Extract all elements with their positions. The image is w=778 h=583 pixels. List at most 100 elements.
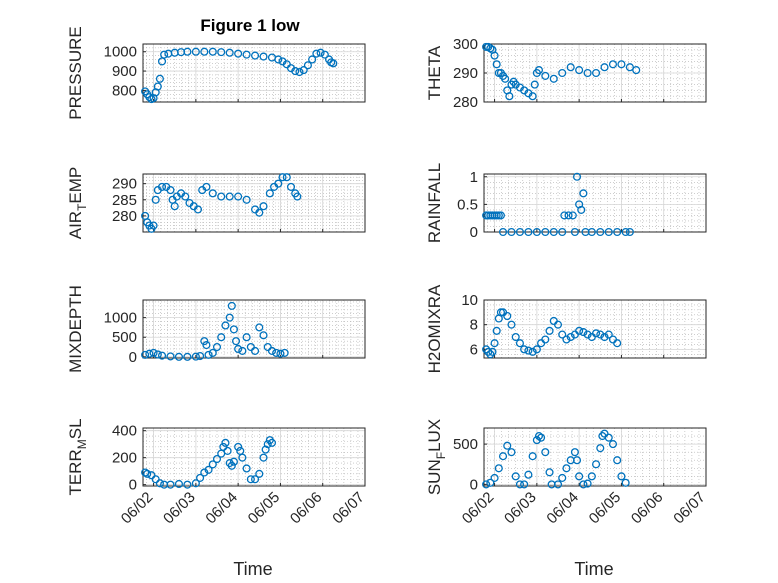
data-point (583, 68, 592, 78)
data-point (572, 456, 582, 465)
data-point (617, 60, 626, 69)
data-point (259, 52, 268, 61)
data-point (507, 448, 516, 457)
data-point (204, 465, 213, 474)
x-tick-label: 06/02 (118, 489, 157, 528)
data-point (492, 326, 501, 335)
data-point (155, 479, 164, 488)
data-point (501, 74, 510, 83)
y-tick-label: 10 (461, 292, 478, 309)
data-point (524, 346, 533, 355)
y-axis-label: TERRMSL (66, 418, 89, 495)
data-point (534, 66, 544, 75)
data-point (600, 63, 609, 72)
data-point (553, 320, 563, 329)
data-point (490, 339, 499, 348)
data-point (242, 195, 251, 204)
data-point (572, 172, 582, 181)
data-point (274, 55, 283, 64)
data-point (212, 454, 222, 464)
y-axis-label: RAINFALL (425, 163, 444, 243)
data-point (166, 480, 175, 489)
x-axis-label: Time (233, 559, 272, 579)
data-point (541, 227, 550, 237)
subplot-h2omixra: 6 8 10 H2OMIXRA (425, 284, 707, 373)
axes-box (483, 299, 707, 359)
data-point (558, 227, 567, 237)
data-point (234, 192, 243, 201)
data-point (208, 47, 217, 56)
data-point (272, 348, 281, 357)
data-point (617, 472, 626, 481)
x-tick-label: 06/07 (670, 489, 709, 528)
data-point (532, 436, 541, 445)
y-tick-label: 400 (112, 423, 137, 440)
data-point (320, 50, 329, 59)
data-point (174, 479, 183, 489)
data-point (225, 313, 234, 322)
data-point (212, 342, 222, 352)
data-point (251, 51, 260, 60)
data-point (278, 173, 287, 182)
y-tick-label: 0 (470, 476, 478, 493)
data-point (596, 227, 605, 237)
data-point (145, 93, 154, 102)
data-point (528, 92, 537, 101)
data-point (621, 478, 630, 487)
subplot-terr-msl: 0 200 400 06/02 06/03 06/04 06/05 06/06 06/07 TER… (66, 418, 368, 579)
data-point (528, 347, 537, 356)
data-point (251, 346, 260, 355)
data-point (583, 330, 592, 339)
data-point (608, 440, 618, 449)
data-point (486, 350, 495, 359)
y-tick-label: 300 (453, 36, 478, 53)
data-point (145, 349, 154, 358)
data-point (160, 50, 169, 59)
data-point (503, 441, 512, 450)
y-tick-label: 0 (129, 349, 137, 366)
data-point (564, 211, 573, 220)
data-point (202, 182, 211, 191)
data-point (170, 202, 179, 211)
data-point (196, 351, 205, 361)
data-point (532, 227, 541, 237)
data-point (575, 66, 584, 75)
data-point (259, 202, 268, 211)
data-point (575, 472, 584, 481)
data-point (604, 330, 613, 339)
x-tick-label: 06/05 (245, 489, 284, 528)
axes-box (142, 43, 366, 103)
data-point (579, 189, 588, 198)
data-point (200, 337, 209, 346)
data-point (242, 464, 251, 473)
data-point (490, 51, 499, 60)
data-point (242, 50, 251, 59)
x-tick-label: 06/03 (160, 489, 199, 528)
data-point (267, 346, 277, 355)
data-point (505, 92, 514, 101)
y-tick-label: 290 (112, 176, 137, 193)
data-point (149, 221, 158, 230)
data-point (316, 48, 325, 57)
y-tick-label: 1000 (104, 310, 137, 327)
data-point (632, 66, 641, 75)
data-point (545, 326, 554, 335)
data-point (490, 473, 499, 482)
data-point (492, 60, 501, 69)
data-point (541, 448, 550, 457)
y-tick-label: 0 (470, 224, 478, 241)
subplot-rainfall: 0 0.5 1 RAINFALL (425, 163, 707, 243)
data-point (621, 227, 630, 237)
data-point (255, 469, 264, 478)
data-point (276, 349, 285, 358)
data-point (166, 352, 175, 361)
data-point (141, 350, 150, 359)
x-tick-label: 06/03 (501, 489, 540, 528)
data-point (560, 211, 569, 220)
x-axis-label: Time (574, 559, 613, 579)
data-point (494, 464, 503, 473)
x-tick-label: 06/06 (287, 489, 326, 528)
data-point (238, 453, 247, 462)
data-point (174, 352, 183, 361)
